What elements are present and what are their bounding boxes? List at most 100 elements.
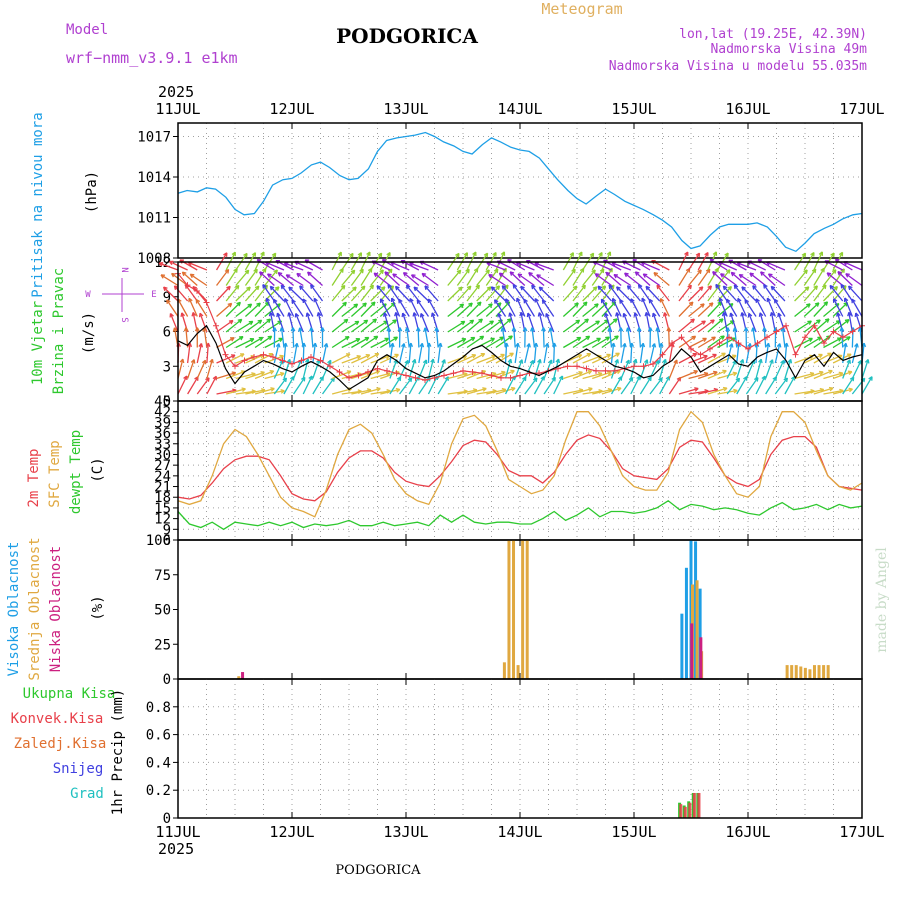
y-tick-label: 9	[163, 290, 171, 306]
wind-arrow	[717, 354, 737, 364]
wind-arrow	[245, 354, 264, 364]
wind-arrow-head	[488, 303, 493, 306]
wind-arrow	[360, 268, 373, 286]
gust-marker	[213, 322, 219, 329]
wind-arrow	[733, 284, 747, 302]
wind-arrow-head	[684, 251, 689, 255]
wind-arrow	[420, 313, 430, 333]
y-tick-label: 0.6	[146, 728, 171, 744]
wind-arrow	[582, 320, 600, 333]
wind-arrow-head	[776, 343, 781, 347]
wind-arrow	[726, 298, 738, 317]
model-name: wrf−nmm_v3.9.1 e1km	[66, 49, 238, 67]
wind-arrow	[619, 299, 632, 317]
cloud-bar	[512, 540, 516, 679]
wind-arrow-head	[736, 262, 741, 267]
cloud-bar	[695, 580, 699, 679]
wind-arrow	[562, 268, 576, 286]
wind-arrow-head	[262, 284, 265, 289]
wind-arrow	[351, 319, 368, 333]
wind-arrow-head	[260, 371, 265, 373]
wind-arrow-head	[287, 312, 290, 317]
wind-arrow	[216, 319, 234, 333]
wind-arrow	[476, 355, 496, 364]
wind-arrow	[608, 284, 622, 302]
cloud-bar	[812, 665, 816, 679]
y-tick-label: 12	[154, 512, 171, 528]
wind-arrow-head	[801, 252, 806, 256]
wind-arrow	[408, 343, 412, 364]
cloud-bar	[699, 637, 703, 679]
wind-arrow-head	[501, 285, 504, 290]
wind-arrow-head	[259, 271, 262, 276]
panel-border	[177, 122, 863, 259]
wind-arrow	[736, 343, 740, 364]
wind-arrow	[707, 268, 719, 286]
cloud-bar	[521, 540, 525, 679]
wind-arrow	[649, 343, 656, 364]
wind-arrow-head	[780, 359, 785, 364]
wind-arrow	[160, 274, 179, 287]
gust-marker	[745, 345, 751, 352]
wind-arrow	[678, 335, 696, 349]
wind-arrow-head	[294, 342, 298, 347]
wind-arrow	[749, 272, 767, 287]
wind-arrow	[196, 343, 203, 364]
gust-marker	[583, 365, 590, 372]
wind-arrow-head	[372, 318, 377, 321]
wind-arrow	[823, 337, 842, 349]
wind-arrow-head	[223, 252, 228, 256]
wind-arrow-head	[833, 285, 838, 289]
wind-arrow	[360, 335, 378, 349]
wind-arrow-head	[548, 327, 551, 332]
wind-arrow	[707, 352, 726, 364]
gust-marker	[811, 322, 818, 329]
wind-arrow	[744, 299, 757, 317]
y-tick-label: 0	[163, 811, 171, 827]
wind-arrow-head	[626, 285, 630, 290]
wind-arrow-head	[830, 252, 835, 256]
wind-arrow-head	[179, 358, 184, 363]
y-tick-label: 24	[154, 469, 171, 485]
wind-arrow	[360, 301, 376, 317]
x-tick-label: 16JUL	[725, 100, 770, 118]
wind-arrow	[476, 390, 497, 395]
wind-arrow-head	[831, 269, 837, 273]
wind-arrow	[563, 336, 581, 349]
wind-arrow-head	[288, 286, 291, 292]
wind-unit: (m/s)	[81, 312, 97, 354]
gust-marker	[697, 351, 704, 358]
wind-arrow-head	[456, 269, 461, 273]
wind-arrow-head	[277, 272, 281, 277]
wind-arrow-head	[839, 388, 844, 392]
wind-arrow-head	[168, 261, 173, 266]
wind-arrow-head	[404, 359, 409, 364]
wind-arrow	[833, 298, 844, 317]
wind-arrow-head	[270, 387, 275, 390]
wind-arrow-head	[366, 251, 371, 255]
wind-arrow	[235, 390, 256, 395]
wind-arrow-head	[508, 312, 511, 317]
wind-arrow-head	[469, 319, 474, 322]
y-tick-label: 42	[154, 405, 171, 421]
wind-arrow	[244, 268, 258, 286]
wind-arrow	[245, 319, 262, 333]
wind-arrow	[331, 268, 344, 286]
wind-arrow-head	[271, 252, 276, 256]
wind-arrow-head	[740, 312, 743, 317]
wind-arrow	[803, 302, 820, 317]
wind-arrow-head	[408, 342, 412, 347]
gust-marker	[317, 357, 324, 364]
wind-arrow	[738, 274, 757, 287]
wind-arrow-head	[251, 389, 256, 392]
wind-arrow	[379, 268, 393, 286]
wind-arrow-head	[198, 343, 202, 347]
wind-arrow-head	[704, 389, 709, 392]
wind-arrow-head	[687, 284, 692, 288]
year-bottom: 2025	[158, 840, 194, 858]
wind-arrow	[418, 377, 431, 395]
wind-arrow-head	[482, 387, 487, 390]
wind-arrow-head	[615, 312, 618, 317]
wind-arrow	[572, 387, 593, 395]
wind-arrow-head	[492, 389, 497, 392]
